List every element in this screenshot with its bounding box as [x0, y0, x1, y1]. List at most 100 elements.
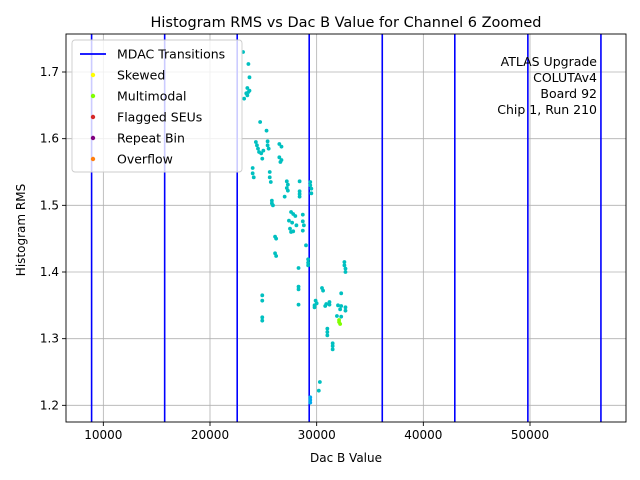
data-point: [327, 300, 332, 304]
legend-label: Flagged SEUs: [117, 110, 202, 125]
data-point: [317, 380, 322, 384]
data-point: [245, 86, 250, 90]
data-point: [244, 91, 249, 96]
data-point: [308, 395, 313, 400]
data-point: [343, 270, 348, 274]
x-tick-label: 40000: [404, 428, 442, 442]
data-point: [277, 155, 282, 160]
legend-label: Overflow: [117, 152, 173, 167]
data-point: [301, 223, 306, 228]
annotation-line: ATLAS Upgrade: [501, 54, 598, 69]
data-point: [336, 303, 340, 308]
data-point: [251, 175, 256, 180]
data-point: [279, 144, 284, 149]
data-point: [285, 182, 290, 187]
data-point: [258, 120, 263, 124]
data-point: [325, 330, 330, 334]
data-point: [330, 347, 335, 352]
x-tick-label: 30000: [298, 428, 336, 442]
data-point: [339, 314, 344, 319]
data-point: [297, 189, 302, 194]
x-tick-label: 50000: [511, 428, 549, 442]
data-point: [274, 236, 279, 241]
data-point: [256, 146, 260, 151]
data-point: [338, 307, 343, 312]
y-tick-label: 1.3: [40, 332, 59, 346]
legend-dot-marker: [90, 72, 96, 78]
data-point: [250, 171, 255, 176]
y-axis-label: Histogram RMS: [14, 184, 28, 276]
x-axis-label: Dac B Value: [310, 451, 382, 465]
data-point: [271, 203, 275, 208]
data-point: [316, 388, 321, 393]
annotation-line: Chip 1, Run 210: [497, 102, 597, 117]
x-tick-label: 10000: [84, 428, 122, 442]
data-point: [343, 305, 348, 310]
data-point: [308, 398, 313, 402]
data-point: [306, 260, 311, 265]
y-tick-label: 1.6: [40, 132, 59, 146]
data-point: [296, 302, 301, 307]
data-point: [287, 218, 291, 223]
data-point: [309, 191, 314, 196]
data-point: [321, 288, 325, 293]
data-point: [327, 302, 332, 307]
data-point: [255, 143, 259, 148]
data-point: [297, 192, 302, 196]
data-point: [308, 400, 313, 405]
data-point: [343, 266, 348, 271]
data-point: [335, 314, 339, 318]
annotation-line: Board 92: [540, 86, 597, 101]
data-point: [297, 194, 302, 199]
data-point: [260, 293, 265, 298]
data-point: [296, 284, 301, 289]
data-point: [325, 333, 330, 338]
y-tick-label: 1.5: [40, 198, 59, 212]
data-point: [242, 96, 247, 101]
data-point: [300, 212, 305, 217]
data-point: [260, 315, 265, 320]
data-point: [342, 263, 347, 268]
data-point: [308, 183, 313, 188]
data-point: [291, 229, 296, 234]
data-point: [342, 260, 347, 264]
data-point: [253, 140, 258, 144]
axes-frame: [65, 33, 627, 423]
data-point: [300, 228, 305, 233]
data-point: [246, 62, 251, 66]
data-point: [260, 318, 265, 323]
data-point: [261, 148, 266, 153]
data-point: [309, 186, 314, 191]
data-point: [325, 326, 330, 331]
data-point: [308, 180, 313, 184]
y-tick-label: 1.4: [40, 265, 59, 279]
data-point: [339, 304, 344, 308]
data-point: [300, 219, 305, 224]
data-point: [282, 194, 287, 199]
data-point: [274, 254, 279, 258]
data-point: [330, 344, 335, 348]
data-point: [277, 142, 282, 146]
data-point: [269, 198, 274, 203]
annotation-line: COLUTAv4: [533, 70, 597, 85]
data-point: [266, 146, 271, 151]
data-point: [259, 151, 264, 156]
data-point: [268, 180, 273, 184]
data-point-multimodal: [338, 322, 343, 326]
data-point: [312, 305, 317, 310]
data-point: [323, 304, 328, 308]
legend-label: Multimodal: [117, 89, 186, 104]
data-point: [278, 160, 283, 164]
data-point: [343, 308, 348, 313]
data-point: [260, 298, 265, 303]
data-point: [284, 179, 289, 184]
y-tick-label: 1.2: [40, 398, 59, 412]
legend-box: [71, 39, 243, 173]
data-point: [260, 156, 265, 161]
data-point: [250, 166, 255, 170]
data-point: [264, 128, 269, 133]
legend-dot-marker: [90, 114, 96, 120]
legend-label: Skewed: [117, 68, 165, 83]
